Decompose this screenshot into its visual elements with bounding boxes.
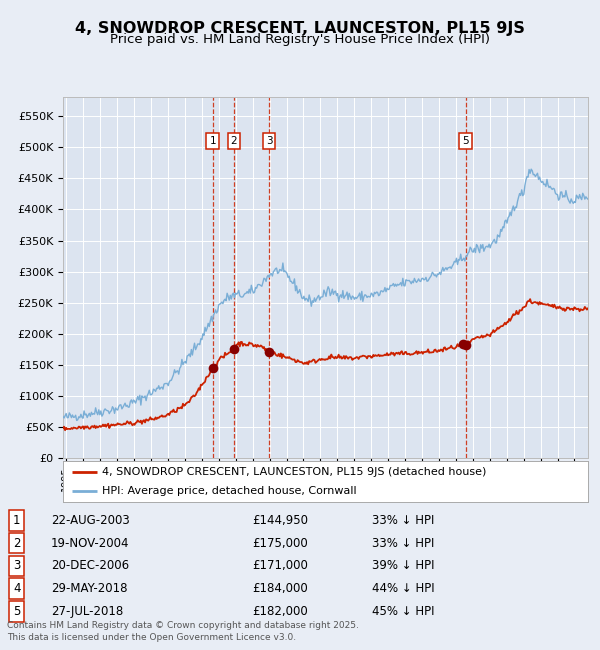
Text: 1: 1 [13, 514, 20, 526]
Text: £171,000: £171,000 [252, 560, 308, 573]
Text: 44% ↓ HPI: 44% ↓ HPI [372, 582, 434, 595]
Text: Price paid vs. HM Land Registry's House Price Index (HPI): Price paid vs. HM Land Registry's House … [110, 32, 490, 46]
Text: 27-JUL-2018: 27-JUL-2018 [51, 605, 123, 618]
Text: 33% ↓ HPI: 33% ↓ HPI [372, 514, 434, 526]
Text: £184,000: £184,000 [252, 582, 308, 595]
Text: 4: 4 [13, 582, 20, 595]
Text: £182,000: £182,000 [252, 605, 308, 618]
Text: 39% ↓ HPI: 39% ↓ HPI [372, 560, 434, 573]
Text: 4, SNOWDROP CRESCENT, LAUNCESTON, PL15 9JS: 4, SNOWDROP CRESCENT, LAUNCESTON, PL15 9… [75, 21, 525, 36]
Text: HPI: Average price, detached house, Cornwall: HPI: Average price, detached house, Corn… [103, 486, 357, 496]
Text: £144,950: £144,950 [252, 514, 308, 526]
Text: Contains HM Land Registry data © Crown copyright and database right 2025.
This d: Contains HM Land Registry data © Crown c… [7, 621, 359, 642]
Text: 22-AUG-2003: 22-AUG-2003 [51, 514, 130, 526]
Text: 4, SNOWDROP CRESCENT, LAUNCESTON, PL15 9JS (detached house): 4, SNOWDROP CRESCENT, LAUNCESTON, PL15 9… [103, 467, 487, 477]
Text: 3: 3 [266, 136, 272, 146]
Text: 5: 5 [13, 605, 20, 618]
Text: 2: 2 [13, 537, 20, 550]
Text: 5: 5 [462, 136, 469, 146]
Text: 29-MAY-2018: 29-MAY-2018 [51, 582, 128, 595]
Text: 45% ↓ HPI: 45% ↓ HPI [372, 605, 434, 618]
Text: 1: 1 [209, 136, 216, 146]
Text: 33% ↓ HPI: 33% ↓ HPI [372, 537, 434, 550]
Text: 20-DEC-2006: 20-DEC-2006 [51, 560, 129, 573]
Text: 19-NOV-2004: 19-NOV-2004 [51, 537, 130, 550]
Text: 3: 3 [13, 560, 20, 573]
Text: 2: 2 [230, 136, 237, 146]
Text: £175,000: £175,000 [252, 537, 308, 550]
